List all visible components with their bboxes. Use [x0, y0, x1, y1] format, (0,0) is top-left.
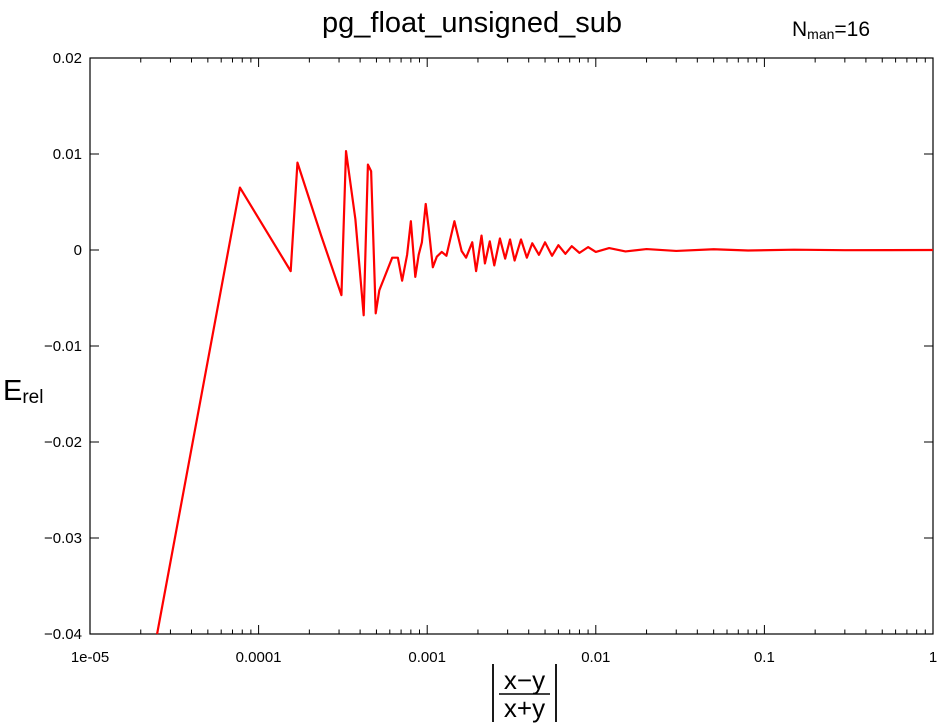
- x-tick-label: 0.01: [581, 649, 610, 666]
- mantissa-annotation-main: N: [792, 18, 807, 41]
- y-tick-label: 0.02: [53, 50, 82, 67]
- y-axis-label-subscript: rel: [22, 387, 43, 408]
- x-label-numerator: x−y: [504, 665, 545, 695]
- y-tick-label: −0.01: [44, 338, 82, 355]
- mantissa-annotation-value: =16: [834, 18, 870, 41]
- y-axis-label-main: E: [3, 375, 22, 407]
- x-tick-label: 1: [929, 649, 937, 666]
- series-line: [156, 150, 934, 635]
- y-tick-label: 0.01: [53, 146, 82, 163]
- y-tick-label: −0.03: [44, 530, 82, 547]
- axis-ticks: [89, 57, 934, 635]
- y-axis-label: Erel: [3, 375, 43, 408]
- x-tick-label: 0.001: [408, 649, 446, 666]
- mantissa-annotation: Nman=16: [792, 18, 870, 42]
- y-tick-label: −0.04: [44, 626, 82, 643]
- mantissa-annotation-subscript: man: [807, 26, 834, 42]
- x-tick-labels: 1e-05 0.0001 0.001 0.01 0.1 1: [71, 649, 937, 666]
- y-tick-label: −0.02: [44, 434, 82, 451]
- chart-title: pg_float_unsigned_sub: [322, 7, 622, 39]
- y-tick-label: 0: [74, 242, 82, 259]
- x-label-denominator: x+y: [504, 693, 545, 723]
- x-tick-label: 1e-05: [71, 649, 109, 666]
- x-tick-label: 0.0001: [236, 649, 282, 666]
- y-tick-labels: 0.02 0.01 0 −0.01 −0.02 −0.03 −0.04: [44, 50, 82, 643]
- x-tick-label: 0.1: [754, 649, 775, 666]
- x-axis-label: x−y x+y: [492, 664, 557, 723]
